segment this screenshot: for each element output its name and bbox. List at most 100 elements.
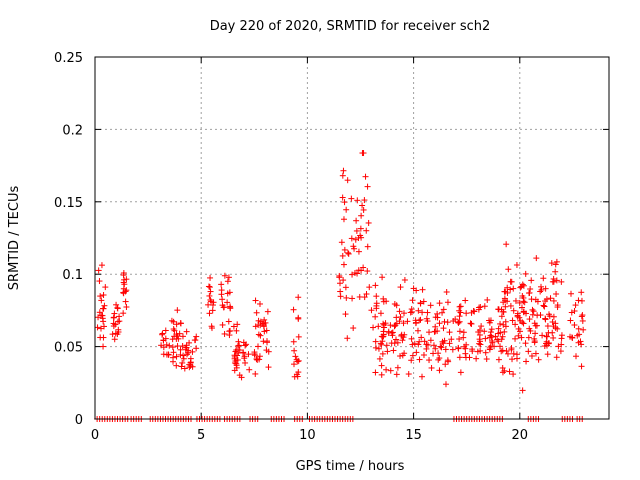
data-point	[339, 194, 346, 201]
data-point	[206, 284, 213, 291]
data-point	[558, 278, 565, 285]
data-point	[416, 356, 423, 363]
data-point	[444, 357, 451, 364]
data-point	[554, 302, 561, 309]
data-point	[554, 325, 561, 332]
data-point	[456, 354, 463, 361]
data-point	[540, 275, 547, 282]
data-point	[407, 309, 414, 316]
data-point	[463, 310, 470, 317]
data-point	[100, 334, 107, 341]
data-point	[500, 309, 507, 316]
data-point	[557, 348, 564, 355]
data-point	[550, 297, 557, 304]
data-point	[462, 297, 469, 304]
data-point	[390, 347, 397, 354]
plot-frame	[94, 56, 610, 420]
data-point	[498, 348, 505, 355]
data-point	[181, 365, 188, 372]
data-point	[502, 323, 509, 330]
data-point	[497, 320, 504, 327]
data-point	[515, 332, 522, 339]
data-point	[357, 225, 364, 232]
data-point	[98, 262, 105, 269]
data-point	[436, 300, 443, 307]
data-point	[426, 357, 433, 364]
data-point	[550, 323, 557, 330]
data-point	[501, 297, 508, 304]
data-point	[544, 351, 551, 358]
data-point	[517, 284, 524, 291]
data-point	[525, 348, 532, 355]
data-point	[432, 345, 439, 352]
data-point	[359, 202, 366, 209]
data-point	[442, 346, 449, 353]
data-point	[510, 371, 517, 378]
data-point	[462, 350, 469, 357]
data-point	[221, 330, 228, 337]
data-point	[482, 335, 489, 342]
data-point	[455, 319, 462, 326]
data-point	[265, 364, 272, 371]
x-axis-label: GPS time / hours	[296, 459, 405, 474]
x-tick-label: 5	[197, 428, 205, 443]
data-point	[399, 337, 406, 344]
data-point	[345, 250, 352, 257]
data-point	[170, 349, 177, 356]
data-point	[550, 313, 557, 320]
data-point	[224, 290, 231, 297]
data-point	[97, 293, 104, 300]
data-point	[482, 349, 489, 356]
data-point	[502, 303, 509, 310]
data-point	[440, 325, 447, 332]
data-point	[543, 333, 550, 340]
data-point	[523, 358, 530, 365]
data-point	[207, 274, 214, 281]
data-point	[438, 344, 445, 351]
data-point	[337, 293, 344, 300]
data-point	[336, 274, 343, 281]
data-point	[552, 261, 559, 268]
data-point	[442, 381, 449, 388]
data-point	[342, 284, 349, 291]
data-point	[208, 298, 215, 305]
data-point	[100, 318, 107, 325]
data-point	[520, 282, 527, 289]
data-point	[416, 338, 423, 345]
data-point	[114, 318, 121, 325]
y-tick-label: 0.1	[62, 268, 83, 283]
data-point	[364, 243, 371, 250]
data-point	[193, 333, 200, 340]
data-point	[192, 337, 199, 344]
data-point	[209, 307, 216, 314]
data-point	[344, 335, 351, 342]
x-tick-label: 10	[299, 428, 316, 443]
data-point	[98, 297, 105, 304]
data-point	[516, 299, 523, 306]
data-point	[114, 305, 121, 312]
data-point	[240, 339, 247, 346]
data-point	[219, 302, 226, 309]
data-point	[388, 340, 395, 347]
data-point	[95, 314, 102, 321]
data-point	[488, 334, 495, 341]
data-point	[466, 354, 473, 361]
data-point	[396, 318, 403, 325]
data-point	[256, 300, 263, 307]
data-point	[579, 312, 586, 319]
data-point	[233, 362, 240, 369]
axis-ticks: 0 5 10 15 20 0 0.05 0.1 0.15 0.2 0.25	[54, 51, 609, 443]
data-point	[499, 369, 506, 376]
data-point	[400, 320, 407, 327]
data-point	[476, 327, 483, 334]
data-point	[495, 306, 502, 313]
data-point	[417, 300, 424, 307]
data-point	[443, 289, 450, 296]
data-point	[242, 359, 249, 366]
data-point	[509, 356, 516, 363]
data-point	[469, 346, 476, 353]
data-point	[111, 336, 118, 343]
data-point	[553, 354, 560, 361]
data-point	[456, 313, 463, 320]
data-point	[444, 319, 451, 326]
